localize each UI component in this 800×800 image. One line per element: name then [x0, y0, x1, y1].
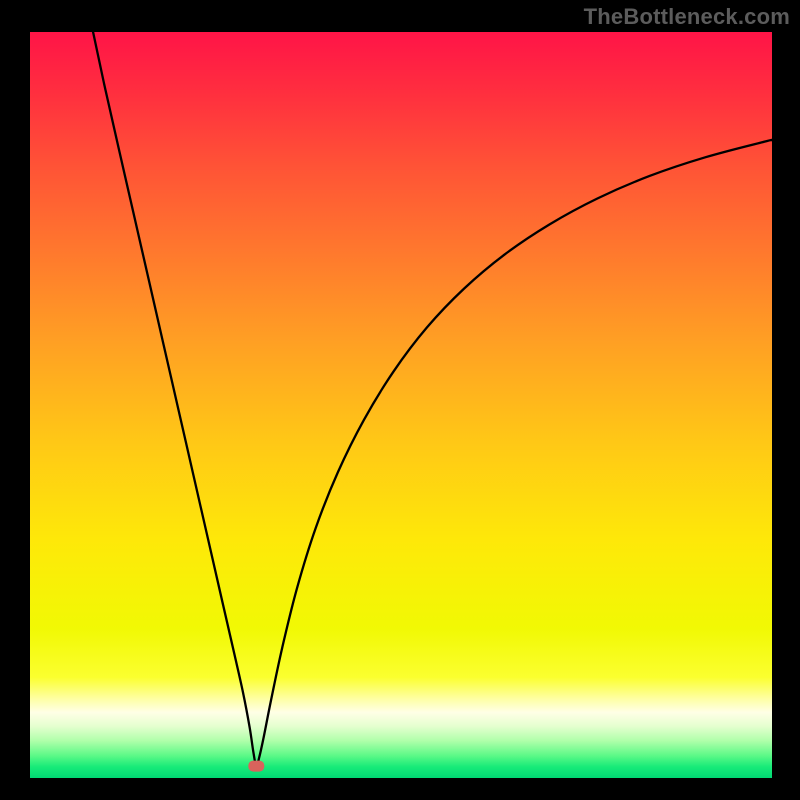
- watermark-text: TheBottleneck.com: [584, 4, 790, 30]
- plot-area: [30, 32, 772, 778]
- gradient-background: [30, 32, 772, 778]
- chart-frame: TheBottleneck.com: [0, 0, 800, 800]
- minimum-marker: [248, 761, 264, 772]
- chart-svg: [30, 32, 772, 778]
